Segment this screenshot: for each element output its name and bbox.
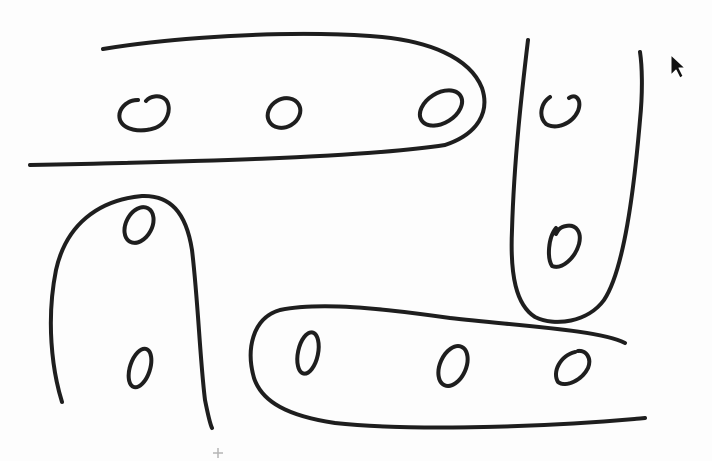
- crosshair-plus-icon: [213, 448, 223, 458]
- bottom-group-member-1: [295, 330, 321, 376]
- bottom-horizontal-group: [248, 304, 647, 430]
- top-group-member-1: [117, 94, 171, 133]
- bottom-group-member-3: [554, 348, 592, 387]
- top-horizontal-group: [28, 31, 487, 167]
- top-group-outline: [28, 31, 487, 167]
- left-group-member-2: [126, 346, 154, 390]
- top-group-member-2: [265, 96, 303, 130]
- left-vertical-group: [48, 193, 214, 430]
- bottom-group-outline: [248, 304, 647, 430]
- arrow-cursor-icon: [670, 54, 686, 79]
- top-group-member-3: [417, 88, 465, 128]
- right-vertical-group: [509, 38, 644, 324]
- right-group-outline: [509, 38, 644, 324]
- bottom-group-member-2: [436, 344, 470, 388]
- right-group-member-1: [539, 94, 582, 129]
- left-group-member-1: [122, 205, 156, 245]
- left-group-outline: [48, 193, 214, 430]
- right-group-member-2: [546, 223, 582, 269]
